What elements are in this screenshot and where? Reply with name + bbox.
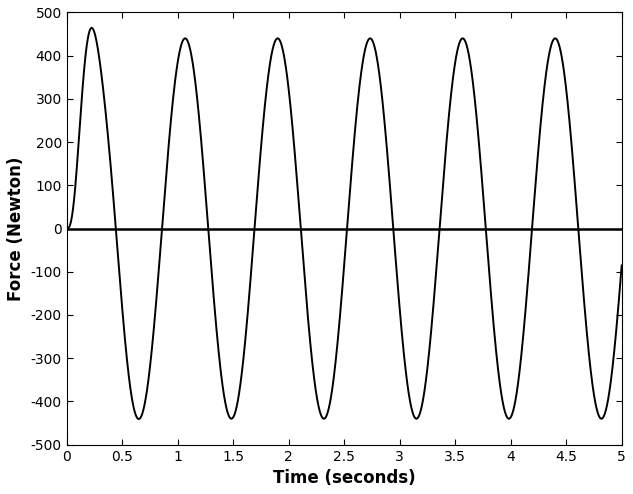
Y-axis label: Force (Newton): Force (Newton)	[7, 157, 25, 301]
X-axis label: Time (seconds): Time (seconds)	[273, 469, 415, 487]
